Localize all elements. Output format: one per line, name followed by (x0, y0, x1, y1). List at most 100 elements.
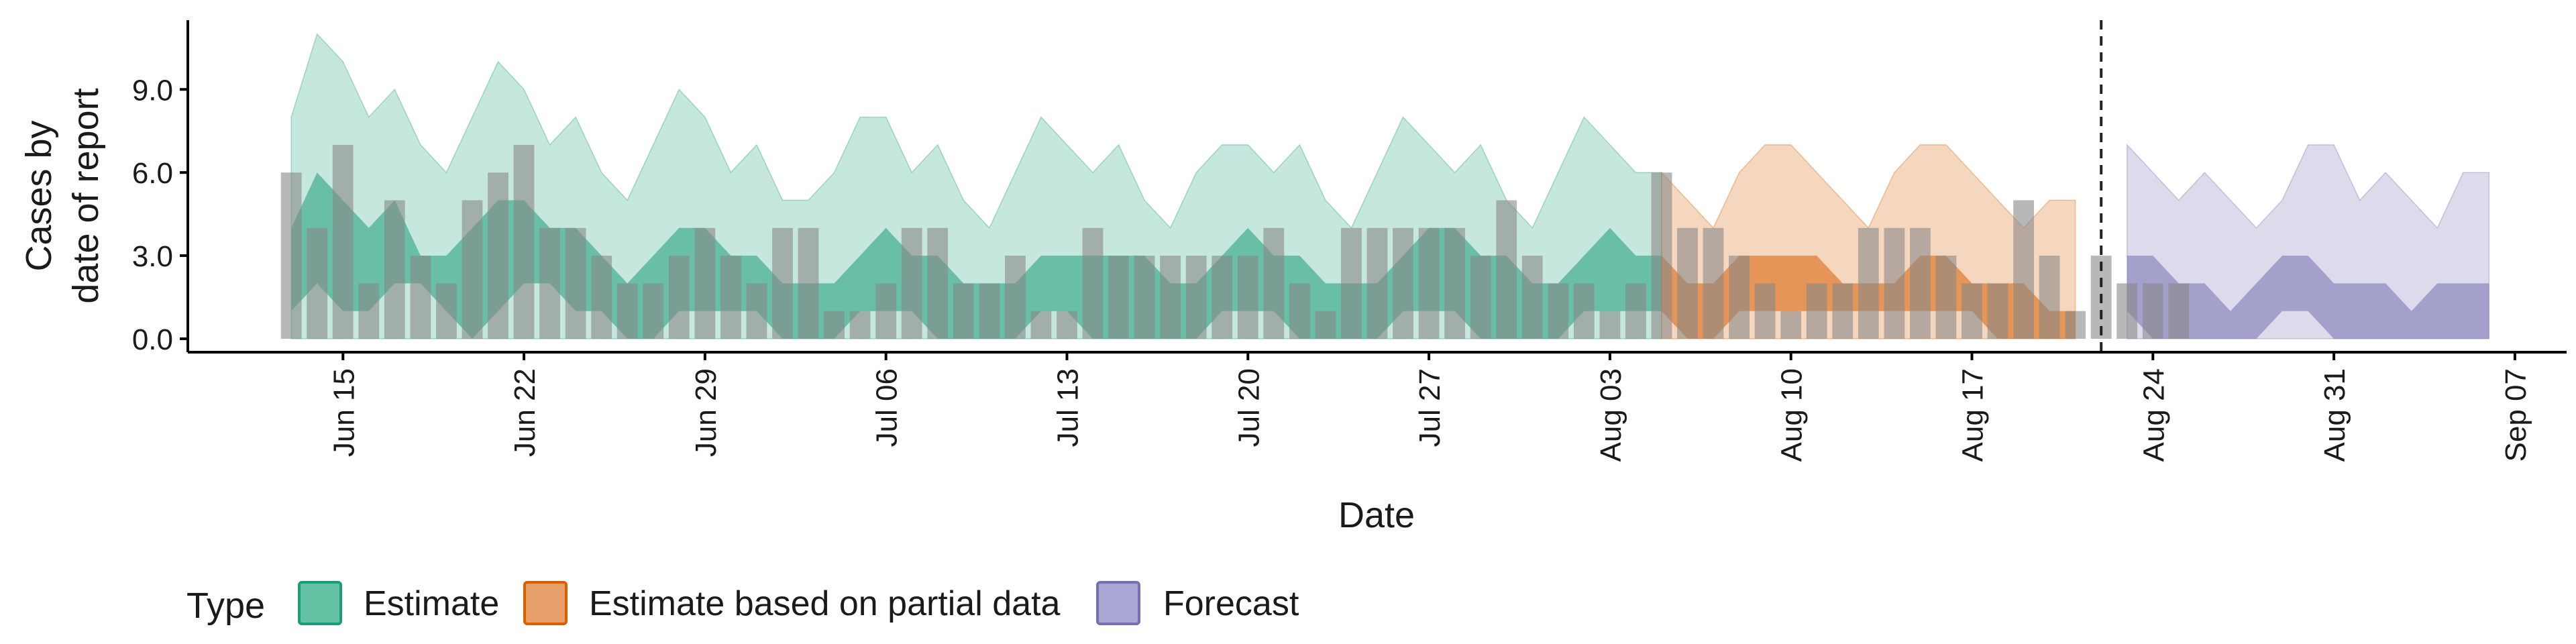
case-bar (1418, 227, 1440, 339)
y-tick-label: 0.0 (132, 323, 173, 356)
case-bar (280, 172, 302, 339)
x-tick-label: Jun 15 (327, 368, 360, 457)
x-tick-label: Jul 27 (1413, 368, 1446, 447)
x-tick-label: Jun 29 (690, 368, 722, 457)
x-tick-label: Aug 31 (2318, 368, 2351, 462)
case-bar (1341, 227, 1362, 339)
case-bar (1884, 227, 1905, 339)
case-bar (1393, 227, 1413, 339)
case-bar (1962, 283, 1982, 339)
legend-title: Type (186, 586, 265, 626)
case-bar (1082, 227, 1104, 339)
case-bar (539, 227, 560, 339)
case-bar (1160, 256, 1181, 339)
legend-key-estimate (298, 581, 342, 625)
x-tick-label: Aug 17 (1957, 368, 1990, 462)
case-bar (1806, 283, 1827, 339)
case-bar (1910, 227, 1931, 339)
case-bar (358, 283, 380, 339)
case-bar (1935, 256, 1957, 339)
case-bar (1030, 311, 1052, 339)
case-bar (410, 256, 431, 339)
case-bar (1366, 227, 1388, 339)
x-tick-label: Jul 06 (871, 368, 904, 447)
case-bar (1858, 227, 1879, 339)
case-bar (462, 200, 483, 339)
case-bar (643, 283, 664, 339)
case-bar (901, 227, 922, 339)
case-bar (1599, 311, 1621, 339)
y-axis-ticks: 0.0 3.0 6.0 9.0 (132, 74, 188, 356)
case-bar (824, 311, 845, 339)
case-bar (772, 227, 793, 339)
case-bar (1470, 256, 1491, 339)
case-bar (798, 227, 819, 339)
case-bar (1496, 200, 1517, 339)
case-bar (2039, 256, 2060, 339)
legend-key-partial (523, 581, 568, 625)
x-tick-label: Aug 10 (1776, 368, 1809, 462)
case-bar (720, 256, 741, 339)
case-bar (1005, 256, 1026, 339)
case-bar (1651, 172, 1672, 339)
y-tick-label: 3.0 (132, 240, 173, 273)
case-bar (927, 227, 949, 339)
case-bar (849, 311, 871, 339)
case-bar (875, 283, 897, 339)
case-bar (1677, 227, 1698, 339)
y-tick-label: 9.0 (132, 74, 173, 107)
x-tick-label: Jul 13 (1052, 368, 1085, 447)
case-bar (1263, 227, 1285, 339)
x-tick-label: Aug 24 (2137, 368, 2170, 462)
x-tick-label: Aug 03 (1595, 368, 1627, 462)
case-bar (1521, 256, 1543, 339)
case-bar (332, 144, 354, 339)
reported-cases-bars (280, 144, 2190, 339)
case-bar (565, 227, 586, 339)
case-bar (1237, 256, 1258, 339)
legend-label-partial: Estimate based on partial data (589, 584, 1061, 623)
x-axis-ticks: Jun 15 Jun 22 Jun 29 Jul 06 Jul 13 Jul 20 Jul … (327, 352, 2532, 462)
case-bar (307, 227, 328, 339)
y-tick-label: 6.0 (132, 157, 173, 190)
case-bar (591, 256, 612, 339)
case-bar (2168, 283, 2190, 339)
legend-label-forecast: Forecast (1163, 584, 1299, 623)
case-bar (1134, 256, 1155, 339)
case-bar (2065, 311, 2086, 339)
case-bar (1987, 283, 2008, 339)
case-bar (1289, 283, 1310, 339)
case-bar (488, 172, 508, 339)
case-bar (1108, 256, 1129, 339)
case-bar (1185, 256, 1207, 339)
case-bar (979, 283, 1000, 339)
x-axis-title: Date (1338, 495, 1415, 535)
x-tick-label: Jul 20 (1232, 368, 1265, 447)
case-bar (953, 283, 974, 339)
case-bar (1780, 311, 1802, 339)
x-tick-label: Sep 07 (2500, 368, 2532, 462)
case-bar (513, 144, 535, 339)
case-bar (436, 283, 457, 339)
case-bar (1625, 283, 1646, 339)
case-bar (1754, 283, 1776, 339)
case-bar (2116, 283, 2138, 339)
legend: Type Estimate Estimate based on partial … (186, 581, 1299, 626)
legend-key-forecast (1096, 581, 1140, 625)
case-bar (1057, 311, 1077, 339)
case-bar (1212, 256, 1233, 339)
case-bar (694, 227, 716, 339)
case-bar (1573, 283, 1595, 339)
legend-label-estimate: Estimate (364, 584, 499, 623)
case-bar (668, 256, 690, 339)
case-bar (1703, 227, 1724, 339)
case-bar (2142, 283, 2163, 339)
case-bar (616, 283, 638, 339)
y-axis-title-line-1: Cases by (19, 120, 59, 271)
case-bar (1729, 256, 1750, 339)
case-bar (384, 200, 405, 339)
y-axis-title-line-2: date of report (66, 88, 106, 303)
case-bar (1444, 227, 1465, 339)
case-bar (746, 283, 767, 339)
